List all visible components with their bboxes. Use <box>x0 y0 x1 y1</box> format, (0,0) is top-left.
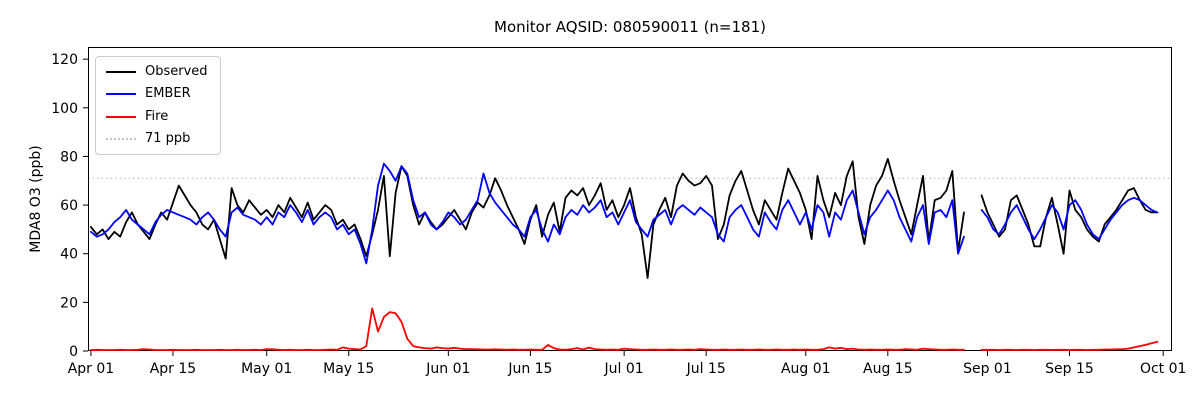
svg-text:100: 100 <box>51 101 78 117</box>
legend-item-threshold: 71 ppb <box>106 131 208 147</box>
svg-text:MDA8 O3 (ppb): MDA8 O3 (ppb) <box>28 145 44 253</box>
legend-label-observed: Observed <box>145 64 208 79</box>
legend-label-fire: Fire <box>145 108 169 124</box>
legend-item-ember: EMBER <box>106 86 208 102</box>
legend-swatch-observed <box>106 71 136 74</box>
svg-text:120: 120 <box>51 52 78 68</box>
legend-swatch-fire <box>106 115 136 118</box>
svg-text:20: 20 <box>60 295 78 311</box>
svg-text:40: 40 <box>60 247 78 263</box>
svg-text:Jul 15: Jul 15 <box>686 361 726 377</box>
svg-text:Apr 15: Apr 15 <box>150 361 196 377</box>
svg-text:Apr 01: Apr 01 <box>68 361 114 377</box>
svg-text:Jul 01: Jul 01 <box>604 361 644 377</box>
svg-text:Aug 01: Aug 01 <box>781 361 831 377</box>
legend-label-ember: EMBER <box>145 86 191 102</box>
svg-text:80: 80 <box>60 149 78 165</box>
legend-swatch-ember <box>106 93 136 96</box>
svg-text:Jun 15: Jun 15 <box>507 361 552 377</box>
svg-text:Oct 01: Oct 01 <box>1140 361 1186 377</box>
svg-text:60: 60 <box>60 198 78 214</box>
legend: Observed EMBER Fire 71 ppb <box>95 56 221 155</box>
chart-title: Monitor AQSID: 080590011 (n=181) <box>494 18 766 36</box>
svg-text:Sep 15: Sep 15 <box>1045 361 1094 377</box>
svg-text:Jun 01: Jun 01 <box>425 361 470 377</box>
svg-text:Aug 15: Aug 15 <box>863 361 913 377</box>
svg-text:May 15: May 15 <box>323 361 374 377</box>
legend-swatch-threshold <box>106 137 136 140</box>
svg-text:0: 0 <box>69 344 78 360</box>
legend-label-threshold: 71 ppb <box>145 130 191 146</box>
legend-item-observed: Observed <box>106 64 208 80</box>
svg-text:Sep 01: Sep 01 <box>963 361 1012 377</box>
svg-text:May 01: May 01 <box>241 361 292 377</box>
legend-item-fire: Fire <box>106 109 208 125</box>
